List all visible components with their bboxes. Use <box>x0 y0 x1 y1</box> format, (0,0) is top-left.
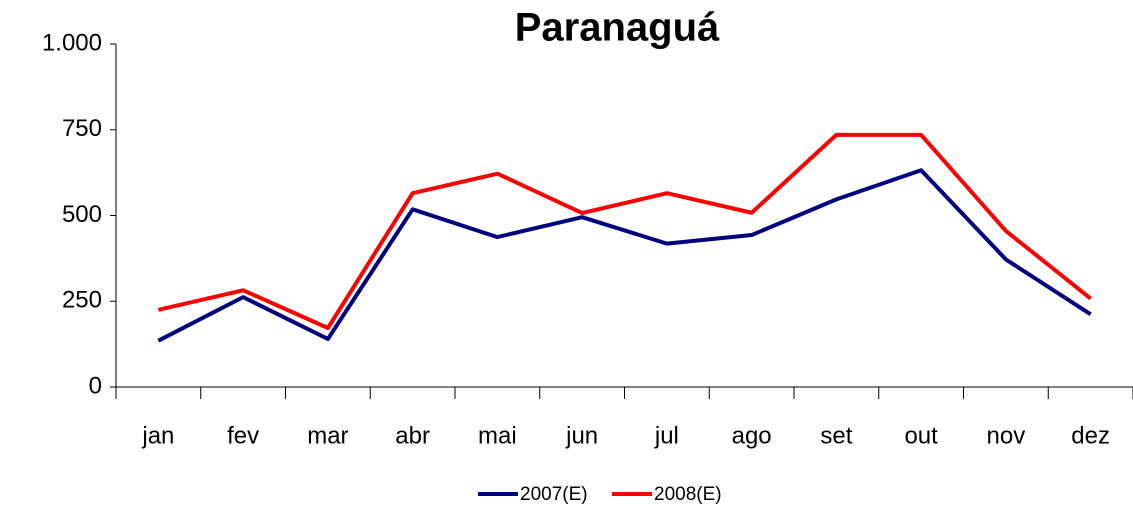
x-tick-label: jan <box>141 422 174 449</box>
x-tick-label: mai <box>478 422 517 449</box>
legend-label: 2007(E) <box>520 484 588 505</box>
series-line <box>157 168 1092 343</box>
x-tick-label: ago <box>732 422 772 449</box>
x-tick-label: jul <box>654 422 679 449</box>
series-line <box>157 132 1092 331</box>
chart-title: Paranaguá <box>515 6 720 50</box>
legend-label: 2008(E) <box>654 484 722 505</box>
y-tick-label: 250 <box>62 287 102 314</box>
y-tick-label: 0 <box>89 372 102 399</box>
y-tick-label: 500 <box>62 201 102 228</box>
x-tick-label: set <box>820 422 852 449</box>
x-tick-label: out <box>904 422 938 449</box>
y-tick-label: 750 <box>62 115 102 142</box>
x-tick-label: nov <box>987 422 1026 449</box>
x-tick-label: fev <box>227 422 259 449</box>
x-tick-label: dez <box>1071 422 1110 449</box>
x-tick-label: abr <box>395 422 430 449</box>
y-tick-label: 1.000 <box>42 29 102 56</box>
x-tick-label: jun <box>565 422 598 449</box>
x-tick-label: mar <box>307 422 348 449</box>
